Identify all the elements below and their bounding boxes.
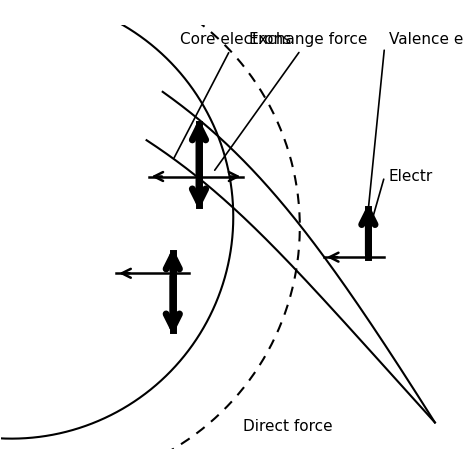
- Text: Direct force: Direct force: [243, 419, 333, 434]
- Text: Valence e: Valence e: [389, 32, 463, 47]
- Text: Electr: Electr: [389, 169, 433, 184]
- Text: Exchange force: Exchange force: [215, 32, 367, 170]
- Text: Core electrons: Core electrons: [174, 32, 291, 158]
